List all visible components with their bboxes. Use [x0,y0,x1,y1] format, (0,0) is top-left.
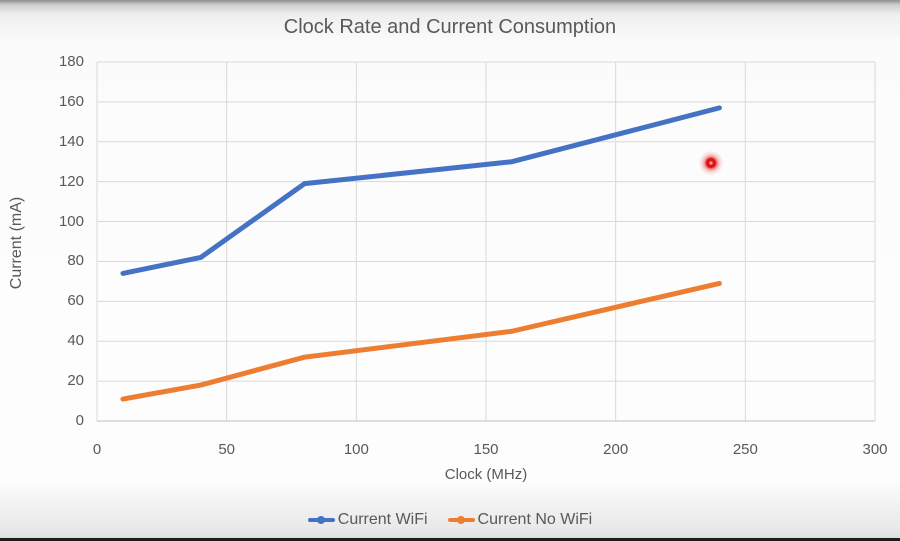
x-tick-label: 300 [862,441,888,458]
legend-dot-icon [317,516,326,524]
legend-dot-icon [457,516,466,524]
y-tick-label: 120 [58,172,84,190]
y-tick-label: 40 [67,332,84,350]
laser-pointer-dot [698,150,724,176]
y-tick-label: 100 [58,212,84,230]
x-tick-label: 100 [343,441,369,458]
legend-item-current-no-wifi: Current No WiFi [447,511,593,529]
y-axis-title: Current (mA) [8,196,25,290]
y-tick-label: 80 [67,252,84,270]
y-tick-label: 180 [58,53,84,70]
x-tick-label: 150 [473,441,499,458]
y-tick-label: 160 [58,92,84,110]
x-axis-title: Clock (MHz) [444,466,528,483]
y-tick-label: 140 [58,132,84,150]
x-tick-label: 0 [92,441,102,458]
legend-line-marker-no-wifi [447,516,475,524]
video-frame-bottom-edge [0,538,900,541]
y-tick-label: 0 [75,412,84,429]
legend-label-wifi: Current WiFi [337,511,428,528]
legend: Current WiFi Current No WiFi [0,508,900,532]
y-tick-label: 20 [67,372,84,390]
legend-item-current-wifi: Current WiFi [307,511,428,529]
x-tick-label: 200 [603,441,629,458]
legend-line-marker-wifi [307,516,335,524]
y-tick-label: 60 [67,292,84,310]
x-tick-label: 250 [732,441,758,458]
chart-title: Clock Rate and Current Consumption [283,16,617,38]
x-tick-label: 50 [218,441,235,458]
legend-label-no-wifi: Current No WiFi [477,511,593,528]
